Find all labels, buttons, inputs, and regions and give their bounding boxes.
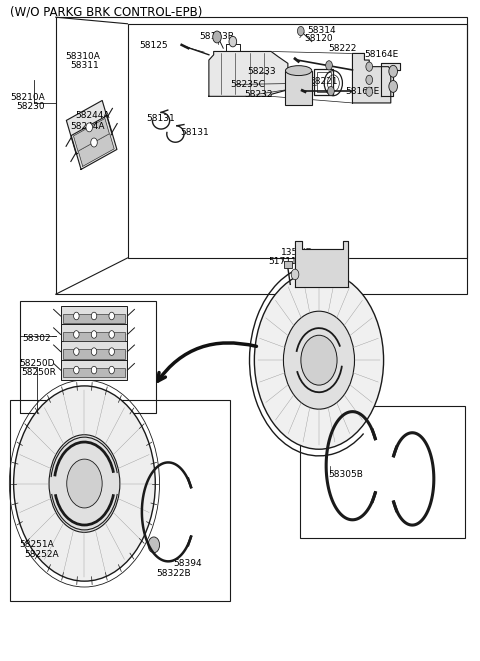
Text: 58232: 58232 [244, 90, 272, 99]
Circle shape [49, 435, 120, 532]
Text: (W/O PARKG BRK CONTROL-EPB): (W/O PARKG BRK CONTROL-EPB) [10, 5, 203, 19]
Circle shape [86, 123, 93, 132]
Polygon shape [71, 116, 117, 169]
Circle shape [91, 366, 97, 374]
Circle shape [73, 348, 79, 356]
Text: 58251A: 58251A [19, 541, 54, 549]
Text: 58164E: 58164E [364, 50, 399, 59]
Text: 58233: 58233 [247, 67, 276, 77]
Circle shape [73, 330, 79, 338]
Polygon shape [66, 100, 112, 154]
Bar [314, 69, 333, 95]
Bar [300, 407, 465, 538]
Text: 58131: 58131 [147, 114, 175, 122]
Circle shape [148, 537, 159, 553]
Circle shape [91, 138, 97, 147]
Circle shape [389, 81, 397, 93]
Circle shape [213, 31, 221, 43]
Bar [20, 301, 156, 413]
Text: 58314: 58314 [307, 26, 336, 35]
Circle shape [109, 366, 114, 374]
Text: 58250R: 58250R [21, 368, 56, 377]
Text: 58244A: 58244A [70, 122, 105, 130]
Polygon shape [209, 52, 288, 97]
Circle shape [298, 26, 304, 36]
Text: 58244A: 58244A [75, 111, 109, 120]
Bar [128, 24, 468, 258]
Circle shape [291, 269, 299, 280]
Bar [60, 324, 127, 345]
Circle shape [325, 61, 332, 70]
Text: 58222: 58222 [328, 44, 357, 53]
Text: 58164E: 58164E [345, 87, 380, 96]
Bar [60, 305, 127, 327]
Text: 58120: 58120 [305, 34, 333, 43]
Text: 58221: 58221 [310, 77, 338, 86]
Circle shape [283, 311, 355, 409]
Circle shape [91, 330, 97, 338]
Text: 58210A: 58210A [10, 93, 45, 102]
Bar [284, 261, 292, 268]
Circle shape [109, 348, 114, 356]
Circle shape [254, 271, 384, 449]
Bar [56, 17, 468, 294]
Circle shape [327, 87, 334, 96]
Text: 58311: 58311 [70, 61, 99, 70]
Text: 58302: 58302 [23, 334, 51, 343]
Polygon shape [352, 54, 391, 103]
Polygon shape [78, 134, 114, 167]
Text: 51711: 51711 [269, 257, 298, 266]
Circle shape [366, 62, 372, 71]
Circle shape [229, 36, 237, 47]
Circle shape [301, 335, 337, 385]
Text: 1351JD: 1351JD [281, 247, 313, 256]
Ellipse shape [286, 65, 312, 75]
Polygon shape [73, 118, 109, 151]
Bar [63, 314, 125, 323]
Circle shape [73, 366, 79, 374]
Polygon shape [295, 241, 348, 287]
Bar [63, 332, 125, 342]
Bar [63, 368, 125, 377]
Circle shape [109, 312, 114, 320]
Bar [60, 341, 127, 362]
Text: 58322B: 58322B [156, 568, 191, 578]
Bar [63, 349, 125, 358]
Text: 58305B: 58305B [328, 470, 363, 479]
Circle shape [91, 312, 97, 320]
Text: 58125: 58125 [140, 41, 168, 50]
Text: 58250D: 58250D [19, 359, 54, 368]
Circle shape [13, 386, 156, 581]
Bar [286, 71, 312, 105]
Bar [60, 360, 127, 380]
Text: 58230: 58230 [16, 102, 45, 111]
Text: 58394: 58394 [173, 559, 202, 568]
Circle shape [366, 75, 372, 85]
Circle shape [91, 348, 97, 356]
Text: 58131: 58131 [180, 128, 209, 137]
Text: 58235C: 58235C [230, 80, 265, 89]
Circle shape [73, 312, 79, 320]
Polygon shape [381, 63, 400, 97]
Text: 58252A: 58252A [24, 549, 59, 559]
Bar [317, 72, 331, 92]
Circle shape [67, 459, 102, 508]
Text: 58310A: 58310A [65, 52, 100, 61]
Circle shape [366, 87, 372, 97]
Circle shape [389, 65, 397, 77]
Bar [10, 400, 230, 601]
Circle shape [109, 330, 114, 338]
Text: 58163B: 58163B [199, 32, 234, 42]
